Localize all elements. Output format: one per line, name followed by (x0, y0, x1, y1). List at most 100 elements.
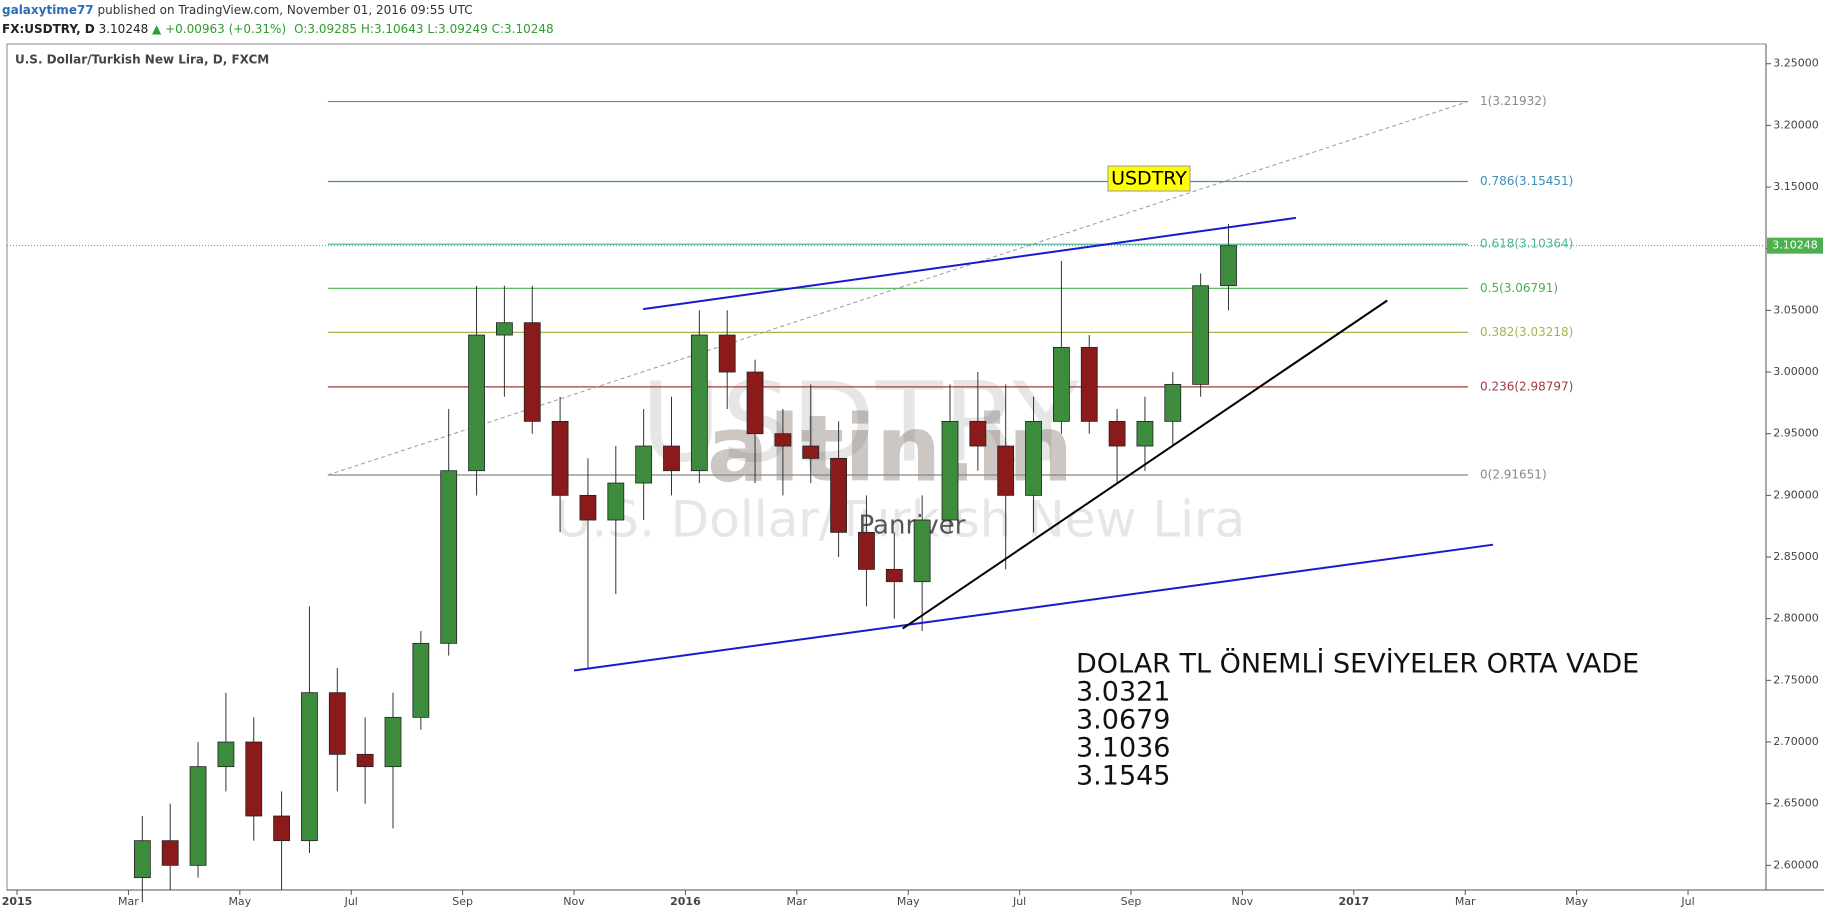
x-tick-label: 2017 (1339, 895, 1370, 908)
candle-body (1025, 420, 1042, 496)
fib-label: 1(3.21932) (1480, 94, 1547, 108)
ohlc-open: O:3.09285 (294, 22, 358, 36)
candle-body (885, 568, 903, 583)
candle-body (746, 371, 764, 435)
candle-body (523, 322, 541, 422)
x-tick-label: May (897, 895, 920, 908)
trendline (902, 299, 1388, 630)
candle-body (635, 445, 653, 484)
candle-body (412, 642, 430, 718)
candle-body (607, 482, 625, 521)
chart-title: U.S. Dollar/Turkish New Lira, D, FXCM (15, 53, 269, 67)
y-tick-label: 2.95000 (1773, 427, 1819, 440)
candle-body (245, 741, 263, 817)
candle-body (551, 420, 569, 496)
candle-body (1136, 420, 1154, 447)
candle-body (1108, 420, 1126, 447)
trendline (642, 216, 1297, 311)
last-price-label: 3.10248 (1772, 239, 1818, 252)
y-tick-label: 3.00000 (1773, 365, 1819, 378)
watermark-name: U.S. Dollar/Turkish New Lira (555, 491, 1246, 549)
candle-body (1192, 285, 1210, 385)
y-tick-label: 2.90000 (1773, 488, 1819, 501)
note-line: 3.1036 (1076, 733, 1170, 764)
fib-label: 0.786(3.15451) (1480, 174, 1573, 188)
fib-label: 0.236(2.98797) (1480, 379, 1573, 393)
candle-body (690, 334, 708, 472)
candle-body (384, 716, 402, 768)
y-tick-label: 3.20000 (1773, 118, 1819, 131)
header: galaxytime77 published on TradingView.co… (2, 3, 473, 17)
candle-body (133, 840, 151, 879)
y-tick-label: 2.70000 (1773, 735, 1819, 748)
candle-body (328, 692, 346, 755)
x-tick-label: Mar (118, 895, 139, 908)
candle-body (830, 457, 847, 533)
x-tick-label: May (228, 895, 251, 908)
candle-body (161, 840, 179, 866)
symbol-bar: FX:USDTRY, D 3.10248 ▲ +0.00963 (+0.31%)… (2, 22, 554, 36)
candle-body (663, 445, 680, 472)
candle-body (1080, 346, 1098, 422)
tag-box (1107, 165, 1191, 192)
y-tick-label: 2.80000 (1773, 612, 1819, 625)
price: 3.10248 (98, 22, 149, 36)
candle-body (356, 753, 374, 768)
candle-body (273, 815, 291, 842)
candle-body (301, 692, 318, 842)
y-tick-label: 3.15000 (1773, 180, 1819, 193)
candle-body (941, 420, 959, 521)
fib-label: 0.382(3.03218) (1480, 325, 1573, 339)
candle-body (997, 445, 1015, 496)
x-tick-label: Mar (1455, 895, 1476, 908)
tag: USDTRY (1111, 168, 1187, 190)
candle-body (440, 470, 458, 644)
x-tick-label: May (1565, 895, 1588, 908)
candle-body (1164, 383, 1182, 422)
note-line: DOLAR TL ÖNEMLİ SEVİYELER ORTA VADE (1076, 648, 1639, 680)
x-tick-label: Nov (563, 895, 585, 908)
candle-body (468, 334, 485, 472)
note-line: 3.1545 (1076, 761, 1170, 792)
candle-body (579, 494, 597, 521)
y-tick-label: 2.75000 (1773, 673, 1819, 686)
trendline (573, 543, 1494, 672)
y-tick-label: 2.65000 (1773, 797, 1819, 810)
note-line: 3.0679 (1076, 705, 1170, 736)
change: ▲ +0.00963 (+0.31%) (152, 22, 287, 36)
ohlc-close: C:3.10248 (491, 22, 554, 36)
fib-diagonal (327, 101, 1469, 476)
ohlc-high: H:3.10643 (360, 22, 424, 36)
candle-body (969, 420, 987, 447)
fib-label: 0(2.91651) (1480, 468, 1547, 482)
y-tick-label: 3.25000 (1773, 57, 1819, 70)
y-tick-label: 2.60000 (1773, 858, 1819, 871)
y-tick-label: 3.05000 (1773, 303, 1819, 316)
candle-body (1220, 245, 1237, 287)
candle-body (858, 531, 875, 570)
x-tick-label: Mar (786, 895, 807, 908)
candle-body (217, 741, 235, 768)
x-tick-label: 2015 (2, 895, 33, 908)
y-tick-label: 2.85000 (1773, 550, 1819, 563)
user[interactable]: galaxytime77 (2, 3, 94, 17)
candle-body (913, 519, 931, 583)
x-tick-label: Jul (344, 895, 358, 908)
x-tick-label: 2016 (670, 895, 701, 908)
note-line: 3.0321 (1076, 677, 1170, 708)
ohlc-low: L:3.09249 (427, 22, 488, 36)
candle-body (718, 334, 736, 373)
candle-body (774, 433, 792, 447)
last-price-box (1767, 237, 1823, 254)
fib-label: 0.618(3.10364) (1480, 237, 1573, 251)
candle-body (1052, 346, 1070, 422)
published: published on TradingView.com, November 0… (97, 3, 473, 17)
candle-body (802, 445, 820, 459)
x-tick-label: Nov (1232, 895, 1254, 908)
fib-label: 0.5(3.06791) (1480, 281, 1558, 295)
x-tick-label: Sep (1121, 895, 1142, 908)
candle-body (189, 766, 207, 866)
x-tick-label: Jul (1680, 895, 1694, 908)
